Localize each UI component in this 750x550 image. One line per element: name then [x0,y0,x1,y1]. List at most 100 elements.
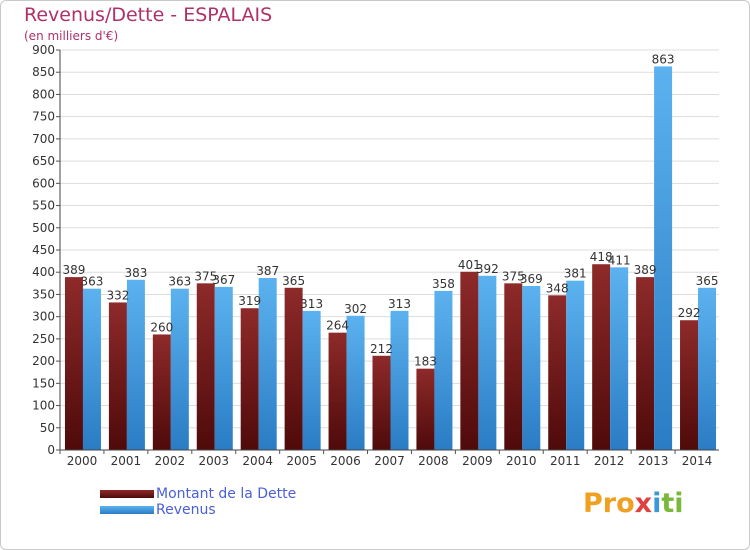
y-tick-label: 550 [32,199,55,213]
data-label-revenus: 369 [520,272,543,286]
data-label-debt: 292 [678,306,701,320]
x-tick-label: 2009 [462,454,493,468]
data-label-revenus: 363 [168,275,191,289]
data-label-debt: 389 [63,263,86,277]
bar-debt [196,283,215,450]
x-tick-label: 2002 [155,454,186,468]
y-tick-label: 800 [32,87,55,101]
x-tick-label: 2000 [67,454,98,468]
bar-revenus [126,279,145,450]
data-label-revenus: 363 [81,275,104,289]
data-label-debt: 332 [106,288,129,302]
y-tick-label: 850 [32,65,55,79]
data-label-revenus: 411 [608,253,631,267]
y-tick-label: 700 [32,132,55,146]
y-tick-label: 650 [32,154,55,168]
bar-revenus [610,267,629,450]
proxiti-logo: Proxiti [583,488,684,519]
data-label-debt: 375 [502,269,525,283]
y-tick-label: 100 [32,399,55,413]
chart-subtitle: (en milliers d'€) [24,29,119,43]
y-tick-label: 900 [32,43,55,57]
data-label-debt: 365 [282,274,305,288]
y-tick-label: 600 [32,176,55,190]
y-tick-label: 150 [32,376,55,390]
y-tick-label: 0 [47,443,55,457]
bar-debt [64,277,83,450]
chart-title: Revenus/Dette - ESPALAIS [24,4,273,26]
data-label-debt: 183 [414,355,437,369]
data-label-revenus: 313 [300,297,323,311]
bar-debt [460,271,479,450]
legend-label-revenus: Revenus [156,502,216,518]
y-tick-label: 400 [32,265,55,279]
legend: Montant de la Dette Revenus [100,486,296,518]
x-tick-label: 2004 [242,454,273,468]
y-tick-label: 200 [32,354,55,368]
data-label-debt: 418 [590,250,613,264]
x-tick-label: 2013 [638,454,669,468]
x-tick-label: 2005 [286,454,317,468]
bar-debt [284,287,303,450]
x-tick-label: 2011 [550,454,581,468]
bar-debt [636,277,655,450]
legend-swatch-revenus [100,506,154,514]
x-tick-label: 2007 [374,454,405,468]
data-label-revenus: 358 [432,277,455,291]
data-label-debt: 401 [458,258,481,272]
y-tick-label: 350 [32,287,55,301]
x-tick-label: 2008 [418,454,449,468]
data-label-revenus: 381 [564,267,587,281]
y-tick-label: 750 [32,110,55,124]
legend-item-revenus: Revenus [100,502,296,518]
x-tick-label: 2014 [682,454,713,468]
bar-debt [108,302,127,450]
bar-revenus [82,288,101,450]
data-label-revenus: 387 [256,264,279,278]
x-tick-label: 2006 [330,454,361,468]
data-label-debt: 264 [326,319,349,333]
bar-revenus [258,278,277,450]
bar-revenus [698,287,717,450]
bar-revenus [566,280,585,450]
x-tick-label: 2012 [594,454,625,468]
bar-revenus [522,286,541,450]
legend-item-debt: Montant de la Dette [100,486,296,502]
bar-revenus [170,288,189,450]
data-label-debt: 389 [634,263,657,277]
data-label-revenus: 367 [212,273,235,287]
x-tick-label: 2010 [506,454,537,468]
bar-revenus [434,290,453,450]
legend-swatch-debt [100,490,154,498]
data-label-debt: 260 [150,320,173,334]
bar-revenus [214,286,233,450]
y-tick-label: 450 [32,243,55,257]
bar-debt [240,308,259,450]
data-label-revenus: 863 [652,52,675,66]
data-label-revenus: 392 [476,262,499,276]
data-label-revenus: 383 [124,266,147,280]
y-tick-label: 500 [32,221,55,235]
bar-debt [328,332,347,450]
data-label-debt: 375 [194,269,217,283]
data-label-revenus: 302 [344,302,367,316]
bar-debt [416,368,435,450]
data-label-debt: 348 [546,281,569,295]
bar-revenus [346,315,365,450]
data-label-revenus: 365 [696,274,719,288]
data-label-debt: 212 [370,342,393,356]
bar-debt [152,334,171,450]
data-label-revenus: 313 [388,297,411,311]
bar-debt [372,355,391,450]
data-label-debt: 319 [238,294,261,308]
bar-revenus [390,310,409,450]
bar-revenus [302,310,321,450]
bar-debt [504,283,523,450]
legend-label-debt: Montant de la Dette [156,486,297,502]
bar-debt [680,320,699,450]
bar-debt [548,295,567,450]
x-tick-label: 2003 [198,454,229,468]
y-tick-label: 50 [40,421,55,435]
bar-debt [592,264,611,450]
